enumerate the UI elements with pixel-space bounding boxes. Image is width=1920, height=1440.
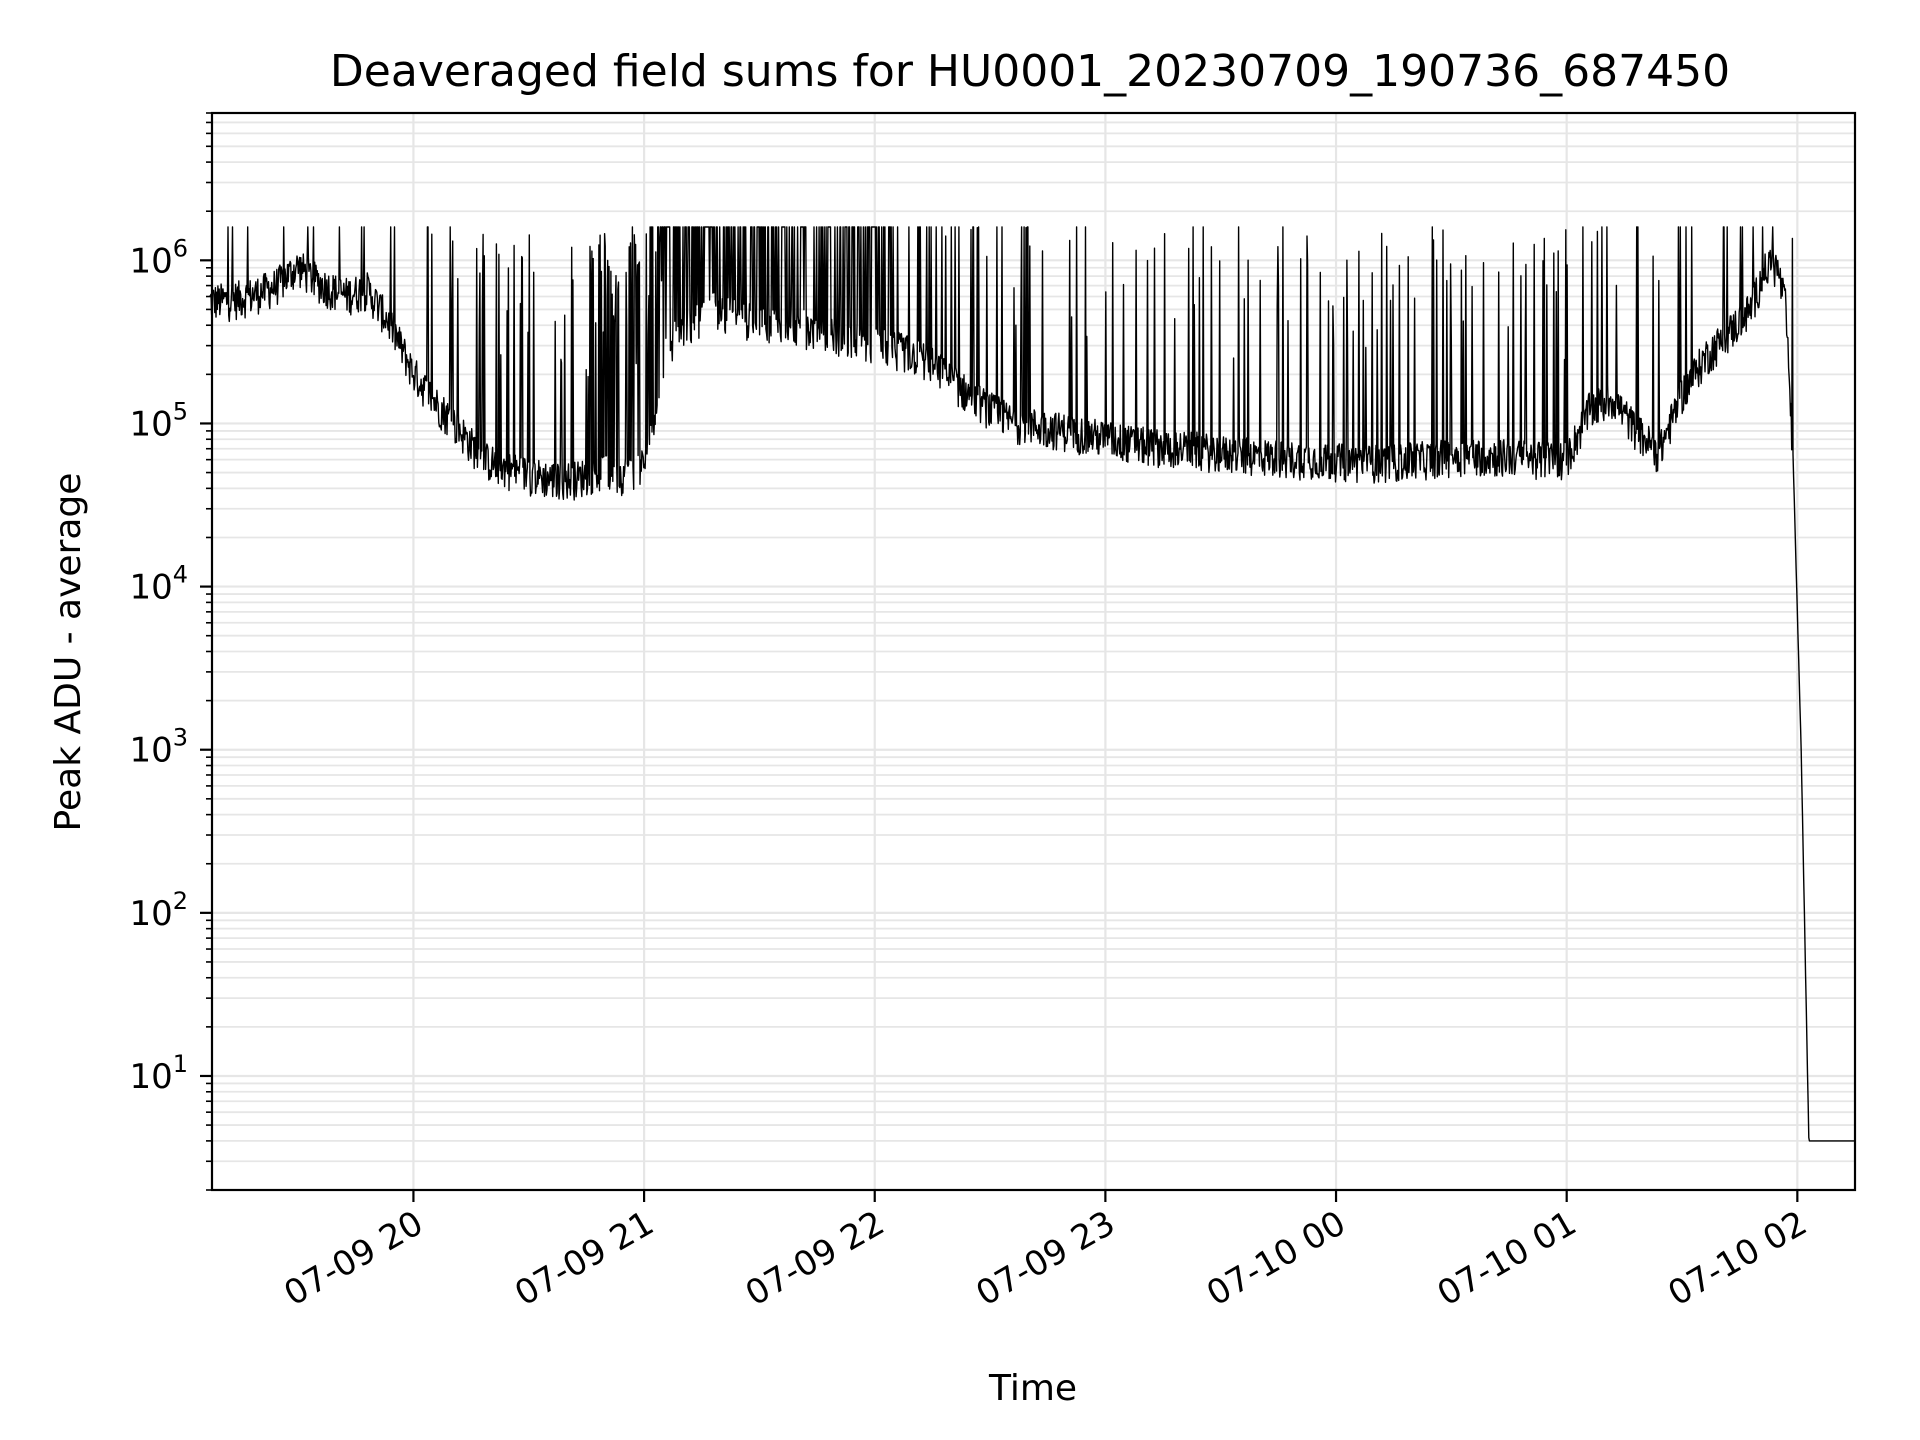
x-axis-title: Time: [988, 1368, 1077, 1409]
y-tick-label: 104: [129, 561, 188, 608]
x-tick-label: 07-09 20: [278, 1203, 430, 1314]
x-tick-label: 07-10 00: [1200, 1203, 1352, 1314]
x-tick-label: 07-09 22: [739, 1203, 891, 1314]
y-axis-title: Peak ADU - average: [48, 473, 89, 832]
y-tick-label: 106: [129, 234, 188, 281]
y-axis: 101 102 103 104 105 106: [129, 112, 212, 1191]
series-layer: [209, 226, 1856, 1142]
y-tick-label: 105: [129, 397, 188, 444]
series-line: [209, 226, 1856, 1142]
y-tick-label: 101: [129, 1050, 188, 1097]
grid-layer: [212, 112, 1855, 1191]
y-tick-label: 103: [129, 724, 188, 771]
x-tick-label: 07-10 02: [1661, 1203, 1813, 1314]
x-tick-label: 07-10 01: [1431, 1203, 1583, 1314]
x-tick-label: 07-09 21: [508, 1203, 660, 1314]
x-axis: 07-09 20 07-09 21 07-09 22 07-09 23 07-10 00…: [278, 1190, 1814, 1314]
chart-title: Deaveraged field sums for HU0001_2023070…: [330, 46, 1730, 97]
y-tick-label: 102: [129, 887, 188, 934]
x-tick-label: 07-09 23: [969, 1203, 1121, 1314]
